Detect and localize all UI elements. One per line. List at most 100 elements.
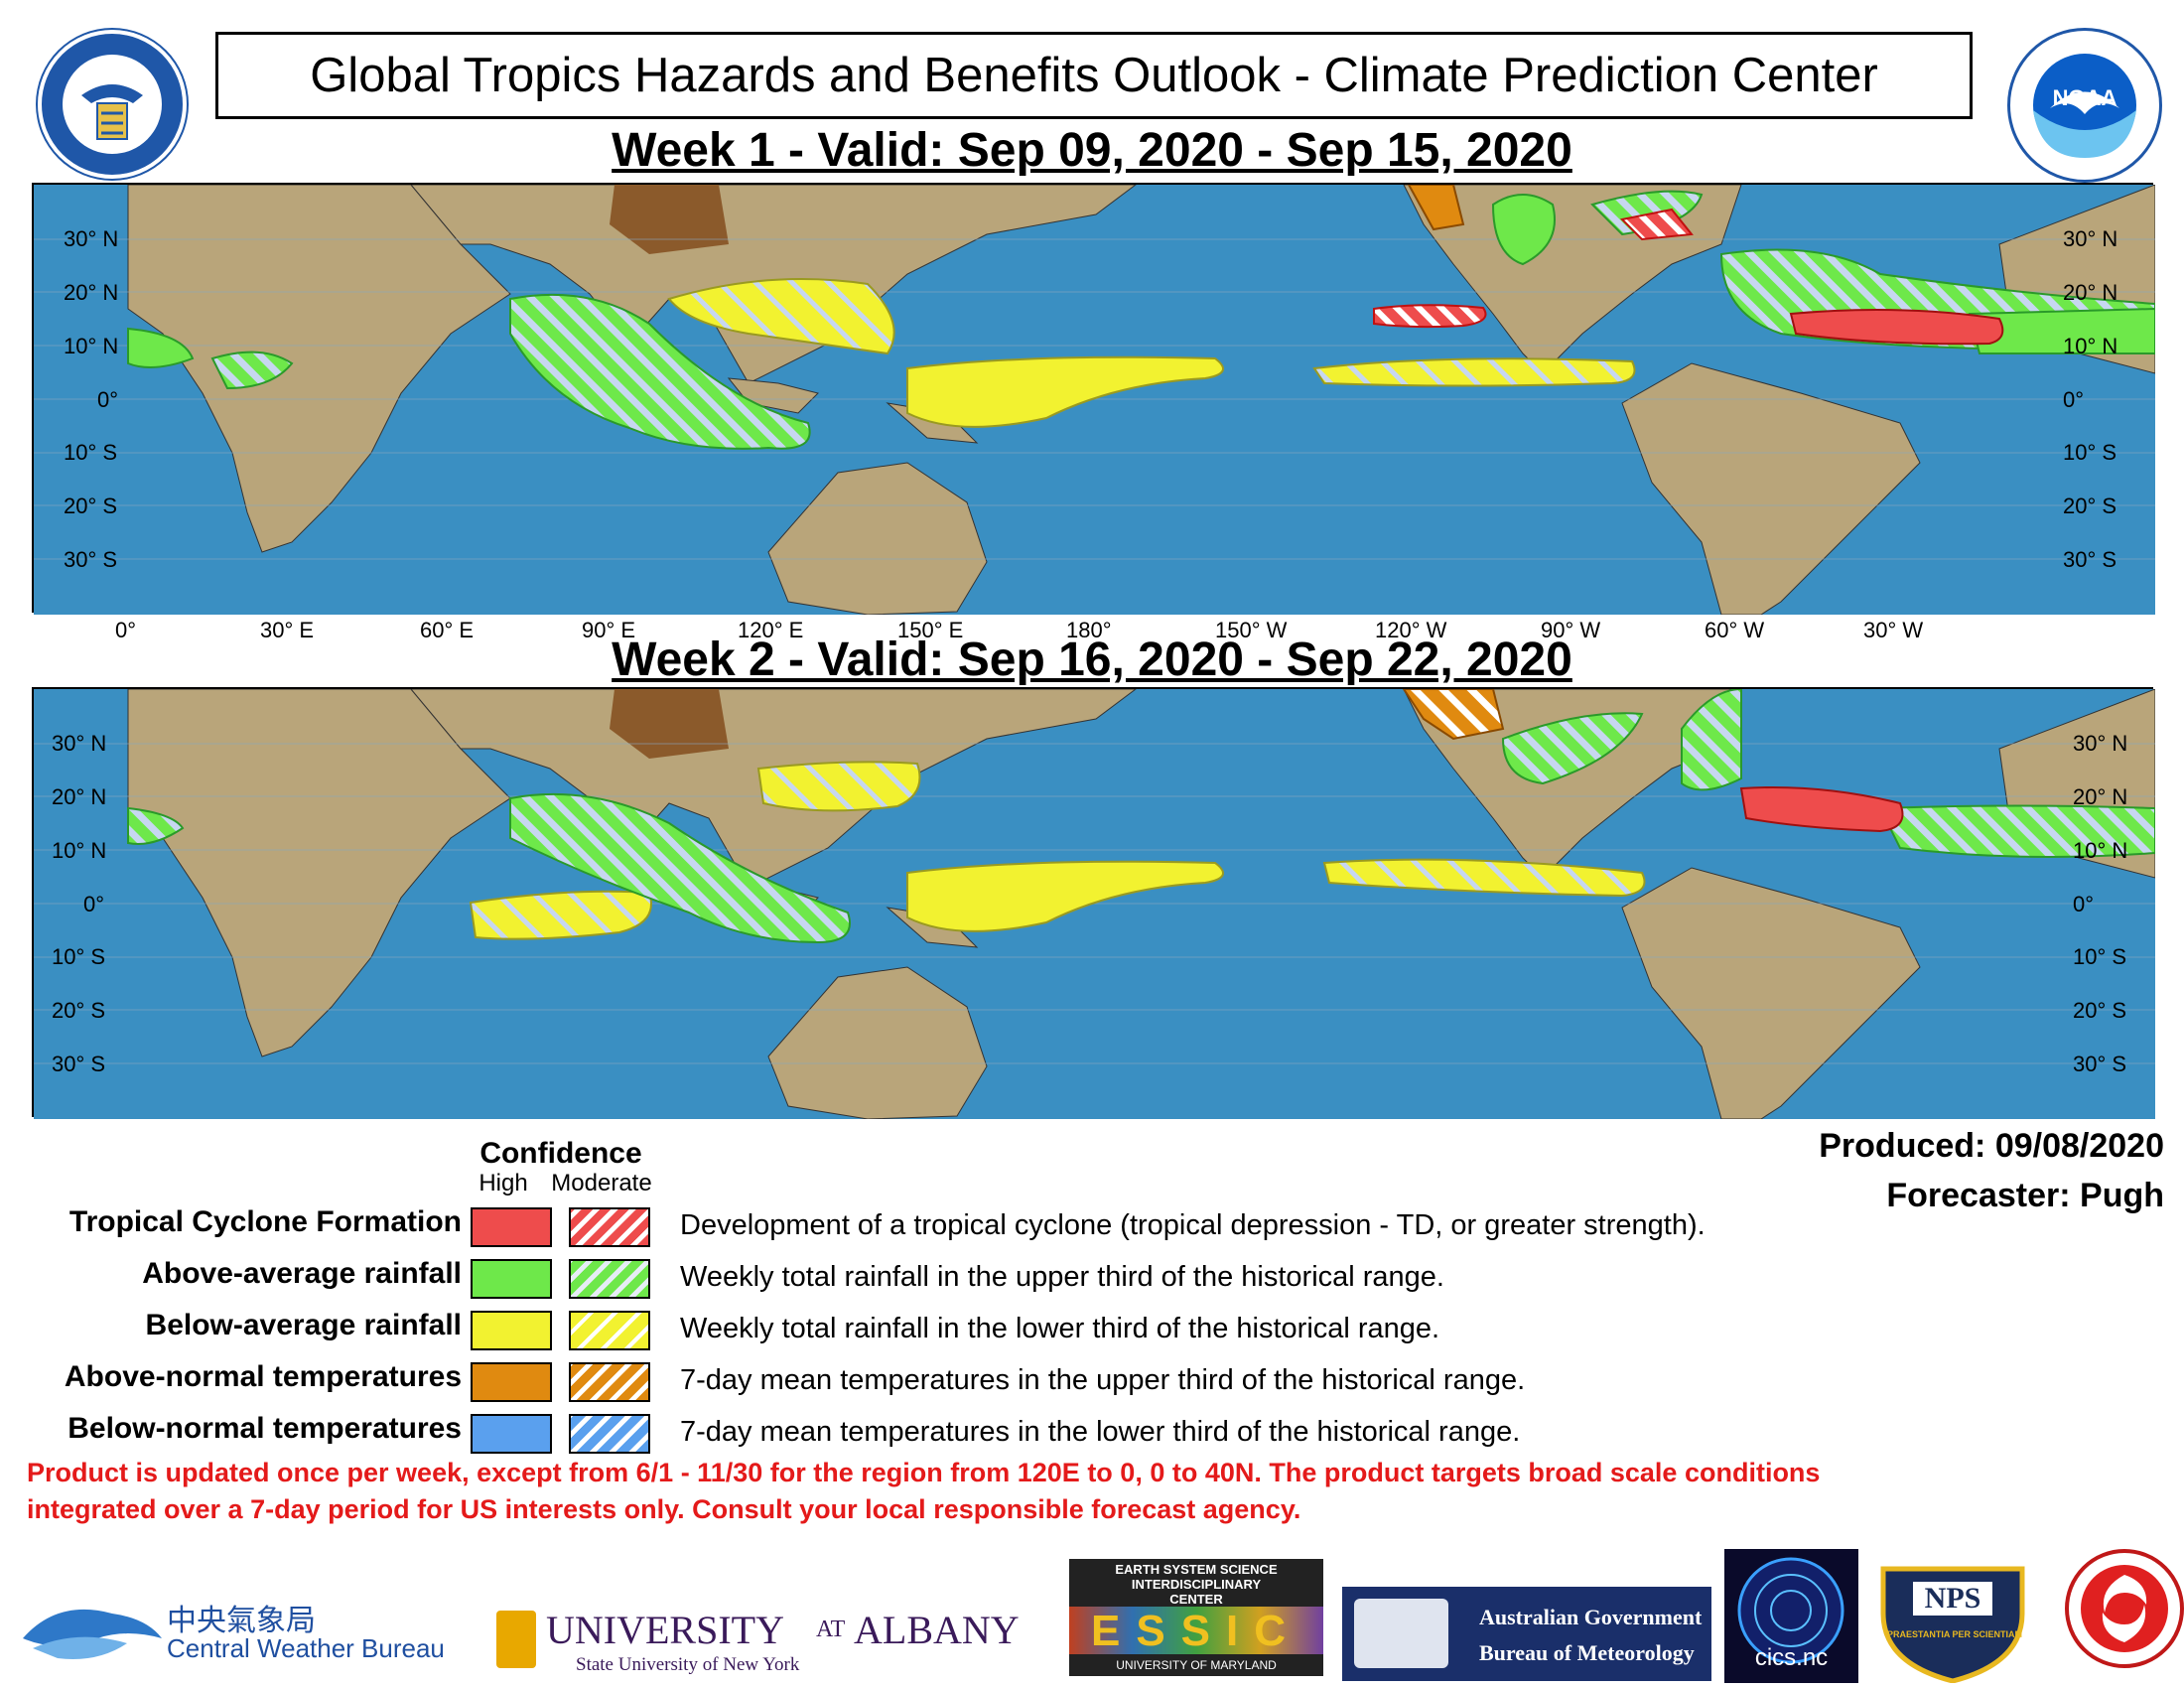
w2-lat-left-2: 10° N (52, 838, 107, 863)
w1-lat-right-5: 20° S (2063, 493, 2117, 518)
cwb-logo: 中央氣象局 Central Weather Bureau (18, 1594, 465, 1668)
albany-shield-icon (496, 1611, 536, 1668)
noaa-seal-text: NOAA (2052, 85, 2117, 110)
w1-rain-below-wpac (906, 355, 1224, 428)
forecaster: Forecaster: Pugh (1886, 1177, 2164, 1214)
cwb-chinese: 中央氣象局 (167, 1605, 316, 1637)
week1-map-graphic (34, 185, 2155, 615)
lon-label-1: 30° E (260, 618, 315, 642)
albany-subtitle: State University of New York (576, 1654, 800, 1675)
nps-logo: NPS PRAESTANTIA PER SCIENTIAM (1873, 1554, 2032, 1684)
w2-rain-below-eio (469, 890, 652, 940)
w2-lat-right-4: 10° S (2073, 944, 2127, 969)
w2-lat-right-2: 10° N (2073, 838, 2128, 863)
w2-rain-above-indian (509, 792, 851, 944)
legend-moderate-label: Moderate (551, 1170, 652, 1196)
legend-swatch-below-temp-high (471, 1414, 552, 1454)
lon-label-11: 30° W (1863, 618, 1924, 642)
w1-lat-left-4: 10° S (64, 440, 118, 465)
cics-logo: cics.nc (1724, 1549, 1858, 1683)
hurricane-icon (2081, 1565, 2168, 1652)
w2-rain-above-atl-w (1681, 689, 1742, 791)
lon-label-9: 90° W (1541, 618, 1601, 642)
w2-rain-below-scs (756, 761, 921, 812)
w2-rain-below-wpac (906, 860, 1224, 932)
w2-lat-right-1: 20° N (2073, 784, 2128, 809)
w2-lat-right-3: 0° (2073, 892, 2095, 916)
week1-map (32, 183, 2155, 615)
essic-top-2: INTERDISCIPLINARY (1131, 1577, 1262, 1592)
w1-lat-left-1: 20° N (64, 280, 119, 305)
essic-bottom: UNIVERSITY OF MARYLAND (1116, 1658, 1277, 1672)
w2-tc-high-atl (1739, 786, 1904, 833)
lon-label-2: 60° E (420, 618, 475, 642)
w1-lat-right-3: 0° (2063, 387, 2085, 412)
legend-swatch-above-rain-moderate (569, 1259, 650, 1299)
cics-text: cics.nc (1754, 1644, 1829, 1671)
w1-lat-right-0: 30° N (2063, 226, 2118, 251)
w1-lat-right-1: 20° N (2063, 280, 2118, 305)
w1-lat-left-2: 10° N (64, 334, 119, 358)
albany-logo: UNIVERSITY AT ALBANY State University of… (496, 1607, 1057, 1678)
legend-swatch-below-rain-high (471, 1311, 552, 1350)
w2-rain-above-mdr (1878, 804, 2155, 858)
lon-label-6: 180° (1066, 618, 1112, 642)
legend-label-above-temp: Above-normal temperatures (64, 1360, 462, 1393)
w2-lat-left-4: 10° S (52, 944, 106, 969)
legend-label-below-rain: Below-average rainfall (145, 1309, 462, 1341)
disclaimer-line-1: Product is updated once per week, except… (27, 1458, 1821, 1487)
w1-tc-moderate-atl (1619, 208, 1694, 241)
lon-label-4: 120° E (738, 618, 804, 642)
legend-swatch-below-rain-moderate (569, 1311, 650, 1350)
bom-logo: Australian Government Bureau of Meteorol… (1342, 1587, 1711, 1681)
w1-lat-left-5: 20° S (64, 493, 118, 518)
essic-top-1: EARTH SYSTEM SCIENCE (1115, 1562, 1278, 1577)
w1-rain-above-africa (210, 351, 294, 390)
legend-desc-below-rain: Weekly total rainfall in the lower third… (680, 1313, 1440, 1344)
lon-label-7: 150° W (1215, 618, 1288, 642)
w1-lat-right-6: 30° S (2063, 547, 2117, 572)
week2-map (32, 687, 2155, 1119)
w2-lat-right-0: 30° N (2073, 731, 2128, 756)
lon-label-8: 120° W (1375, 618, 1447, 642)
legend-desc-below-temp: 7-day mean temperatures in the lower thi… (680, 1416, 1521, 1448)
w1-tc-high-atl (1789, 309, 2004, 346)
disclaimer: Product is updated once per week, except… (27, 1455, 2171, 1528)
w1-rain-below-scs (667, 278, 895, 355)
lon-label-0: 0° (115, 618, 137, 642)
nps-text: NPS (1913, 1582, 1992, 1616)
w2-lat-right-5: 20° S (2073, 998, 2127, 1023)
legend-high-label: High (478, 1170, 528, 1196)
legend-label-below-temp: Below-normal temperatures (68, 1412, 462, 1445)
w1-lat-left-6: 30° S (64, 547, 118, 572)
legend-desc-above-temp: 7-day mean temperatures in the upper thi… (680, 1364, 1526, 1396)
w1-lat-left-3: 0° (97, 387, 119, 412)
legend-label-tc: Tropical Cyclone Formation (68, 1205, 462, 1238)
w2-rain-above-africa-w (127, 806, 185, 845)
w2-rain-below-epac (1322, 858, 1646, 898)
produced-date: Produced: 09/08/2020 (1819, 1127, 2164, 1165)
w1-rain-above-africa-w (127, 327, 195, 368)
essic-top-3: CENTER (1169, 1592, 1223, 1607)
cwb-cloud-icon (23, 1609, 162, 1659)
commerce-seal (38, 30, 187, 179)
main-title: Global Tropics Hazards and Benefits Outl… (215, 32, 1973, 119)
bom-line-2: Bureau of Meteorology (1479, 1640, 1695, 1665)
w2-lat-left-5: 20° S (52, 998, 106, 1023)
disclaimer-line-2: integrated over a 7-day period for US in… (27, 1494, 1301, 1524)
main-title-text: Global Tropics Hazards and Benefits Outl… (310, 49, 1878, 102)
nps-shield-icon (1880, 1566, 2025, 1684)
legend-swatch-below-temp-moderate (569, 1414, 650, 1454)
w1-lat-right-2: 10° N (2063, 334, 2118, 358)
w1-rain-below-epac (1312, 357, 1636, 387)
legend-desc-tc: Development of a tropical cyclone (tropi… (680, 1209, 1706, 1241)
week2-title: Week 2 - Valid: Sep 16, 2020 - Sep 22, 2… (612, 633, 1572, 686)
legend-swatch-above-temp-moderate (569, 1362, 650, 1402)
legend-swatch-tc-high (471, 1207, 552, 1247)
w1-temp-above-usw (1407, 185, 1465, 231)
week2-map-graphic (34, 689, 2155, 1119)
essic-letters: ESSIC (1069, 1607, 1323, 1655)
hawaii-logo (2065, 1549, 2184, 1668)
lon-label-3: 90° E (582, 618, 636, 642)
cics-globe-icon (1737, 1557, 1844, 1664)
